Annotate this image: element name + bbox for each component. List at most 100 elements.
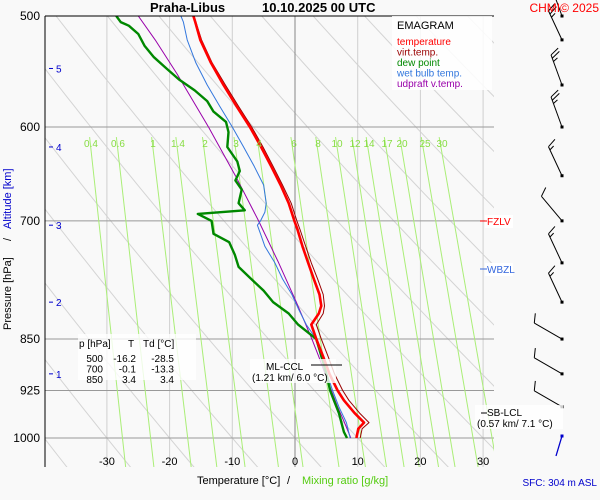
x-axis-separator: / (287, 475, 291, 487)
grid (45, 0, 600, 473)
dry-adiabat (596, 0, 600, 473)
y-axis-label-altitude: Altitude [km] (2, 168, 14, 229)
wind-barb-flag (551, 51, 560, 59)
table-cell-td: -13.3 (151, 365, 174, 376)
wind-barb-station (560, 14, 564, 18)
mixing-ratio-line (351, 136, 405, 467)
dry-adiabat (312, 16, 494, 209)
wind-barb (548, 146, 563, 176)
mixing-ratio-label: 0.6 (111, 139, 125, 150)
mixing-ratio-label: 25 (419, 139, 431, 150)
y-axis-label: Pressure [hPa] (2, 257, 14, 330)
dry-adiabat (545, 0, 600, 473)
altitude-tick-label: 2 (56, 298, 62, 309)
wind-barb-flag (548, 3, 556, 12)
temperature-tick-label: -10 (224, 456, 240, 468)
surface-altitude: SFC: 304 m ASL (523, 478, 598, 489)
table-cell-p: 850 (86, 375, 103, 386)
wind-barb-station (560, 372, 564, 376)
wind-barb-station (560, 261, 564, 265)
wind-barb-station (560, 300, 564, 304)
wind-barb (534, 322, 563, 340)
wind-barb-station (560, 219, 564, 223)
mixing-ratio-label: 14 (363, 139, 375, 150)
legend-item: udpraft v.temp. (397, 79, 463, 90)
altitude-tick-label: 3 (56, 221, 62, 232)
wind-barb-flag (551, 93, 560, 101)
wind-barb-station (560, 125, 564, 129)
mixing-ratio-line (89, 137, 127, 467)
table-header-t: T (128, 339, 134, 350)
obs-table-bg (78, 334, 196, 380)
wind-barb-half (549, 232, 555, 238)
wind-barb (534, 357, 563, 375)
wind-barb-flag (549, 6, 557, 15)
pressure-tick-label: 850 (20, 332, 40, 346)
series-temperature (192, 16, 366, 439)
mixing-ratio-label: 10 (331, 139, 343, 150)
wind-barb-flag (548, 226, 556, 235)
table-cell-td: -28.5 (151, 354, 174, 365)
mixing-ratio-line (315, 136, 366, 467)
table-header-td: Td [°C] (143, 339, 174, 350)
mixing-ratio-label: 1.4 (171, 139, 185, 150)
sb-lcl-label: SB-LCL (487, 408, 522, 419)
ml-ccl-label: ML-CCL (266, 362, 304, 373)
altitude-tick-label: 4 (56, 143, 62, 154)
dry-adiabat (45, 282, 195, 467)
wind-barb-half (553, 57, 558, 62)
mixing-ratio-line (151, 137, 192, 467)
dry-adiabat (45, 358, 132, 467)
table-cell-t: -0.1 (119, 365, 137, 376)
wind-barb-station (560, 434, 564, 438)
sounding-datetime: 10.10.2025 00 UTC (262, 0, 376, 15)
dry-adiabat (158, 16, 494, 387)
mixing-ratio-line (399, 136, 456, 467)
pressure-tick-label: 700 (20, 214, 40, 228)
wind-barb-half (549, 145, 555, 151)
mixing-ratio-label: 1 (150, 139, 156, 150)
table-cell-p: 500 (86, 354, 103, 365)
wind-barb-half (553, 99, 558, 104)
mixing-ratio-line (290, 136, 340, 467)
altitude-tick-label: 1 (56, 370, 62, 381)
wind-barb (548, 233, 563, 264)
wind-barb-flag (533, 313, 536, 324)
chart-title: EMAGRAM (397, 20, 454, 32)
temperature-tick-label: 30 (477, 456, 489, 468)
wind-barb-flag (550, 89, 559, 98)
legend-item: virt.temp. (397, 48, 438, 59)
wind-barb (555, 0, 563, 17)
altitude-tick-label: 5 (56, 64, 62, 75)
temperature-tick-label: -30 (99, 456, 115, 468)
wind-barb (548, 10, 563, 41)
dry-adiabat (363, 16, 494, 153)
mixing-ratio-label: 12 (349, 139, 361, 150)
temperature-tick-label: 10 (352, 456, 364, 468)
legend-item: dew point (397, 58, 440, 69)
mixing-ratio-line (420, 136, 479, 467)
mixing-ratio-label: 6 (291, 139, 297, 150)
wind-barb-flag (533, 348, 536, 358)
pressure-tick-label: 500 (20, 9, 40, 23)
dry-adiabat (55, 16, 449, 467)
table-cell-t: 3.4 (122, 375, 136, 386)
mixing-ratio-line (201, 136, 246, 467)
wind-barb-half (549, 272, 555, 277)
temperature-tick-label: -20 (162, 456, 178, 468)
legend-item: temperature (397, 37, 451, 48)
fzlv-label: FZLV (487, 217, 511, 228)
mixing-ratio-lines (89, 136, 494, 467)
table-header-p: p [hPa] (79, 339, 111, 350)
mixing-ratio-label: 4 (256, 139, 262, 150)
mixing-ratio-line (383, 136, 440, 467)
table-cell-t: -16.2 (113, 354, 136, 365)
wind-barb (550, 54, 563, 86)
wind-barb-flag (548, 265, 556, 274)
station-name: Praha-Libus (150, 0, 225, 15)
mixing-ratio-label: 30 (436, 139, 448, 150)
x-axis-label: Temperature [°C] (197, 475, 280, 487)
dry-adiabat (106, 16, 494, 450)
temperature-tick-label: 20 (414, 456, 426, 468)
